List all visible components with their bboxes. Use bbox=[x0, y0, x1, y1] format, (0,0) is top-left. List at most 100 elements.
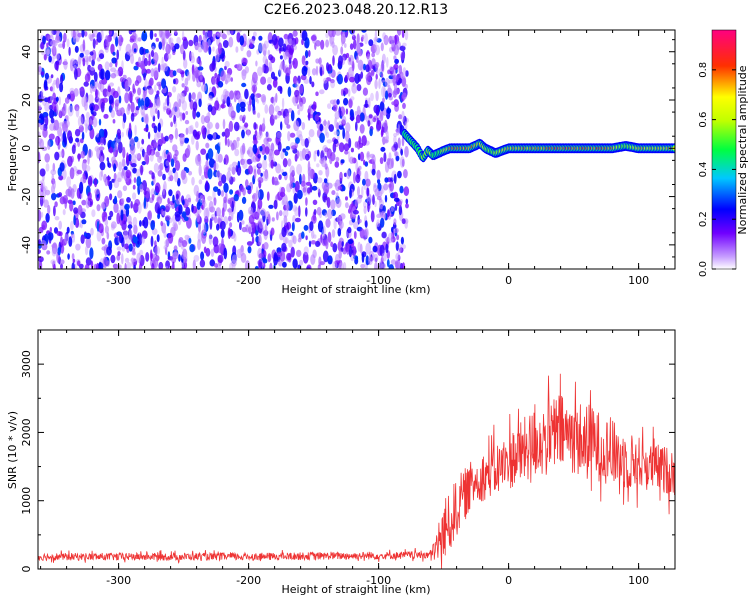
noise-cell bbox=[342, 185, 346, 192]
noise-cell bbox=[370, 210, 375, 223]
noise-cell bbox=[58, 231, 63, 237]
noise-cell bbox=[291, 222, 295, 232]
noise-cell bbox=[266, 84, 272, 91]
noise-cell bbox=[51, 247, 57, 257]
noise-cell bbox=[258, 130, 263, 138]
noise-cell bbox=[403, 169, 408, 179]
noise-cell bbox=[198, 59, 202, 67]
noise-cell bbox=[402, 42, 407, 47]
noise-cell bbox=[384, 177, 389, 183]
noise-cell bbox=[64, 97, 70, 104]
noise-cell bbox=[340, 159, 345, 164]
noise-cell bbox=[297, 237, 302, 243]
noise-cell bbox=[238, 209, 244, 221]
noise-cell bbox=[386, 259, 390, 268]
noise-cell bbox=[353, 171, 356, 184]
noise-cell bbox=[53, 125, 57, 131]
noise-cell bbox=[362, 87, 368, 96]
noise-cell bbox=[219, 31, 225, 38]
noise-cell bbox=[137, 37, 142, 42]
noise-cell bbox=[92, 85, 97, 92]
noise-cell bbox=[353, 231, 357, 239]
noise-cell bbox=[271, 217, 275, 222]
noise-cell bbox=[94, 177, 98, 188]
noise-cell bbox=[308, 50, 311, 57]
noise-cell bbox=[373, 37, 379, 42]
noise-cell bbox=[266, 137, 272, 142]
noise-cell bbox=[376, 38, 382, 43]
noise-cell bbox=[390, 259, 397, 265]
noise-cell bbox=[131, 251, 136, 256]
noise-cell bbox=[326, 197, 331, 209]
noise-cell bbox=[284, 151, 289, 157]
noise-cell bbox=[202, 30, 206, 36]
noise-cell bbox=[169, 174, 174, 182]
noise-cell bbox=[158, 41, 163, 50]
noise-cell bbox=[133, 265, 136, 269]
noise-cell bbox=[49, 109, 55, 119]
noise-cell bbox=[148, 102, 154, 108]
noise-cell bbox=[260, 143, 266, 156]
noise-cell bbox=[329, 36, 333, 47]
noise-cell bbox=[174, 160, 181, 171]
noise-cell bbox=[109, 193, 113, 201]
noise-cell bbox=[112, 90, 119, 99]
noise-cell bbox=[311, 68, 317, 76]
noise-cell bbox=[391, 101, 396, 106]
noise-cell bbox=[47, 204, 51, 215]
noise-cell bbox=[305, 197, 308, 206]
noise-cell bbox=[107, 85, 112, 93]
noise-cell bbox=[184, 261, 188, 269]
noise-cell bbox=[109, 210, 114, 218]
noise-cell bbox=[207, 121, 213, 129]
noise-cell bbox=[378, 199, 384, 210]
noise-cell bbox=[120, 169, 127, 179]
noise-cell bbox=[117, 251, 121, 256]
noise-cell bbox=[130, 257, 137, 263]
noise-cell bbox=[227, 197, 234, 203]
noise-cell bbox=[355, 114, 361, 124]
noise-cell bbox=[176, 93, 181, 104]
noise-cell bbox=[241, 69, 247, 77]
noise-cell bbox=[46, 49, 51, 55]
noise-cell bbox=[320, 157, 327, 168]
noise-cell bbox=[342, 127, 346, 140]
noise-cell bbox=[283, 215, 288, 226]
noise-cell bbox=[128, 49, 134, 57]
noise-cell bbox=[191, 176, 195, 186]
x-tick-label: 100 bbox=[628, 574, 649, 587]
noise-cell bbox=[357, 186, 360, 197]
noise-cell bbox=[282, 209, 289, 218]
noise-cell bbox=[201, 41, 206, 51]
noise-cell bbox=[117, 177, 121, 182]
noise-cell bbox=[122, 113, 127, 123]
noise-cell bbox=[358, 135, 362, 145]
noise-cell bbox=[58, 43, 64, 48]
noise-cell bbox=[181, 112, 186, 121]
noise-cell bbox=[207, 195, 213, 201]
noise-cell bbox=[200, 251, 205, 261]
noise-cell bbox=[166, 107, 172, 115]
noise-cell bbox=[214, 72, 218, 79]
noise-cell bbox=[374, 79, 378, 90]
noise-cell bbox=[146, 68, 151, 74]
noise-cell bbox=[195, 72, 199, 83]
noise-cell bbox=[280, 250, 286, 262]
noise-cell bbox=[326, 62, 330, 72]
noise-cell bbox=[350, 147, 354, 153]
noise-cell bbox=[306, 266, 311, 269]
noise-cell bbox=[154, 108, 158, 114]
noise-cell bbox=[40, 89, 44, 100]
noise-cell bbox=[235, 140, 240, 149]
noise-cell bbox=[176, 36, 181, 45]
noise-cell bbox=[332, 104, 338, 112]
noise-cell bbox=[84, 263, 90, 269]
noise-cell bbox=[233, 193, 239, 202]
noise-cell bbox=[170, 158, 175, 168]
x-tick-label: -200 bbox=[236, 274, 261, 287]
x-tick-label: -200 bbox=[236, 574, 261, 587]
noise-cell bbox=[146, 60, 152, 66]
noise-cell bbox=[308, 129, 315, 138]
noise-cell bbox=[75, 137, 80, 143]
noise-cell bbox=[187, 125, 194, 135]
